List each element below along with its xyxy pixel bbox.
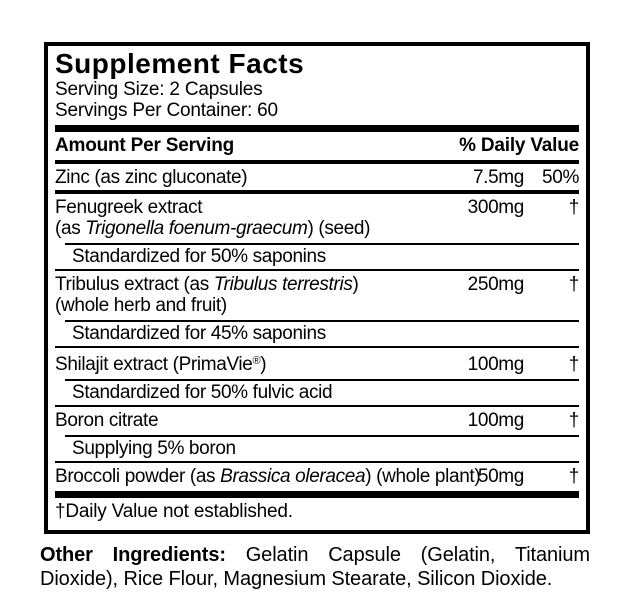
ingredient-name: Tribulus extract (as Tribulus terrestris…: [55, 274, 460, 295]
standardization-text: Standardized for 50% fulvic acid: [72, 382, 333, 403]
name-segment: ) (whole plant): [365, 466, 481, 487]
other-ingredients: Other Ingredients: Gelatin Capsule (Gela…: [40, 543, 590, 591]
row-line: Boron citrate 100mg †: [55, 407, 579, 431]
thick-divider-bottom: [55, 491, 579, 498]
ingredient-daily-value: †: [568, 466, 580, 487]
standardization-subrow: Standardized for 45% saponins: [55, 320, 579, 346]
hairline-divider: [55, 461, 579, 463]
ingredient-amount: 7.5mg: [472, 167, 524, 188]
servings-per-container: Servings Per Container: 60: [55, 100, 278, 121]
indented-hairline: [65, 435, 579, 437]
ingredient-name-line2: (as Trigonella foenum-graecum) (seed): [55, 218, 579, 239]
name-segment: ): [352, 274, 359, 295]
name-segment: ) (seed): [307, 218, 371, 239]
hairline-divider: [55, 269, 579, 271]
standardization-subrow: Standardized for 50% fulvic acid: [55, 379, 579, 405]
row-line: Shilajit extract (PrimaVie®) 100mg †: [55, 348, 579, 375]
daily-value-footnote: †Daily Value not established.: [55, 501, 293, 522]
botanical-name: Trigonella foenum-graecum: [85, 218, 308, 239]
ingredient-amount: 250mg: [467, 274, 525, 295]
other-ingredients-label: Other Ingredients:: [40, 544, 226, 566]
ingredient-name: Boron citrate: [55, 410, 159, 431]
column-header-row: Amount Per Serving % Daily Value: [55, 132, 579, 158]
registered-trademark-symbol: ®: [252, 355, 261, 367]
thick-divider-top: [55, 125, 579, 132]
standardization-text: Standardized for 50% saponins: [72, 246, 326, 267]
indented-hairline: [65, 379, 579, 381]
indented-hairline: [65, 243, 579, 245]
ingredient-daily-value: †: [568, 197, 580, 218]
ingredient-name-line2: (whole herb and fruit): [55, 295, 227, 316]
ingredient-row-tribulus: Tribulus extract (as Tribulus terrestris…: [55, 271, 579, 346]
row-line: Broccoli powder (as Brassica oleracea) (…: [55, 463, 579, 487]
amount-per-serving-header: Amount Per Serving: [55, 135, 235, 156]
ingredient-row-shilajit: Shilajit extract (PrimaVie®) 100mg † Sta…: [55, 348, 579, 405]
ingredient-name: Shilajit extract (PrimaVie®): [55, 351, 460, 375]
ingredient-row-broccoli: Broccoli powder (as Brassica oleracea) (…: [55, 463, 579, 487]
other-ingredients-text: Gelatin Capsule (Gelatin, Titanium Dioxi…: [40, 544, 590, 590]
standardization-subrow: Supplying 5% boron: [55, 435, 579, 461]
indented-hairline: [65, 320, 579, 322]
ingredient-amount: 50mg: [477, 466, 524, 487]
name-segment: ): [260, 354, 267, 375]
botanical-name: Brassica oleracea: [220, 466, 366, 487]
supplement-facts-panel: Supplement Facts Serving Size: 2 Capsule…: [44, 42, 590, 534]
standardization-text: Standardized for 45% saponins: [72, 323, 326, 344]
ingredient-name: Broccoli powder (as Brassica oleracea) (…: [55, 466, 481, 487]
ingredient-daily-value: †: [568, 354, 580, 375]
panel-title: Supplement Facts: [55, 48, 305, 79]
name-segment: Shilajit extract (PrimaVie: [55, 354, 253, 375]
ingredient-amount: 100mg: [467, 354, 525, 375]
name-segment: Broccoli powder (as: [55, 466, 221, 487]
standardization-text: Supplying 5% boron: [72, 438, 236, 459]
ingredient-row-boron: Boron citrate 100mg † Supplying 5% boron: [55, 407, 579, 461]
botanical-name: Tribulus terrestris: [213, 274, 353, 295]
ingredient-row-zinc: Zinc (as zinc gluconate) 7.5mg 50%: [55, 164, 579, 188]
ingredient-daily-value: †: [568, 274, 580, 295]
hairline-divider: [55, 405, 579, 407]
row-line: Zinc (as zinc gluconate) 7.5mg 50%: [55, 164, 579, 188]
row-line: Fenugreek extract 300mg †: [55, 194, 579, 218]
daily-value-header: % Daily Value: [459, 135, 579, 156]
ingredient-amount: 300mg: [467, 197, 525, 218]
hairline-divider: [55, 346, 579, 348]
medium-divider-header: [55, 160, 579, 164]
row-line: Tribulus extract (as Tribulus terrestris…: [55, 271, 579, 295]
ingredient-name: Fenugreek extract: [55, 197, 203, 218]
ingredient-daily-value: †: [568, 410, 580, 431]
name-segment: Tribulus extract (as: [55, 274, 214, 295]
ingredient-daily-value: 50%: [542, 167, 579, 188]
serving-size: Serving Size: 2 Capsules: [55, 79, 263, 100]
ingredient-name: Zinc (as zinc gluconate): [55, 167, 248, 188]
ingredient-row-fenugreek: Fenugreek extract 300mg † (as Trigonella…: [55, 194, 579, 269]
standardization-subrow: Standardized for 50% saponins: [55, 243, 579, 269]
name-segment: (as: [55, 218, 86, 239]
ingredient-amount: 100mg: [467, 410, 525, 431]
medium-divider-zinc: [55, 190, 579, 194]
